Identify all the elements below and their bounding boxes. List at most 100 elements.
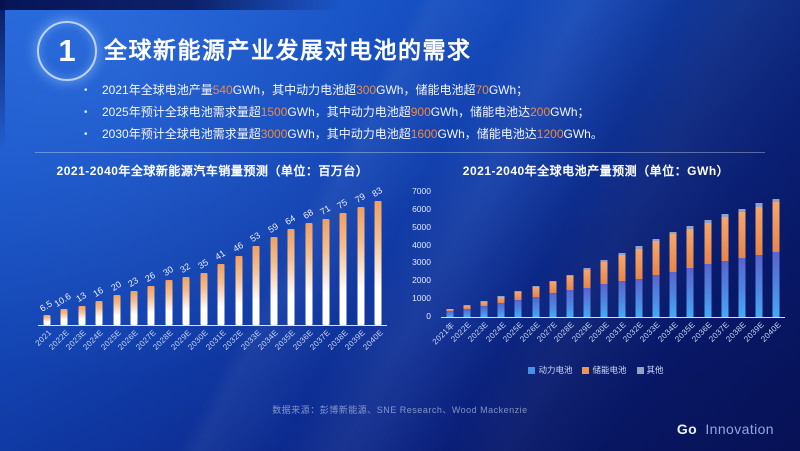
bar-column: 2039E (742, 192, 768, 344)
bar (130, 290, 138, 325)
bar-segment (721, 261, 729, 317)
bar-segment (532, 296, 540, 317)
bar-segment (600, 261, 608, 284)
battery-production-plot-wrap: 0 1000 2000 3000 4000 5000 6000 7000 2021年 2022E… (407, 186, 785, 346)
stacked-bar (721, 214, 729, 317)
bar (235, 256, 243, 325)
y-axis-tick-label: 3000 (412, 257, 431, 268)
bar (60, 309, 68, 325)
bar-value-label: 64 (283, 213, 298, 227)
slide-title: 全球新能源产业发展对电池的需求 (104, 37, 472, 63)
bar-value-label: 23 (126, 274, 141, 289)
bar-segment (583, 287, 591, 317)
bar-value-label: 16 (91, 285, 106, 299)
stacked-bar (600, 259, 608, 317)
highlight-value: 300 (356, 83, 377, 97)
footer-logo-go: Go (676, 421, 698, 437)
stacked-bar (514, 291, 522, 317)
bar-column: 2026E (518, 192, 544, 344)
highlight-value: 1200 (536, 127, 564, 141)
bar-segment (514, 299, 522, 317)
bar-column: 2025E (501, 192, 527, 344)
stacked-bar (549, 280, 557, 317)
bar-segment (549, 282, 557, 294)
ev-sales-plot: 6.5 2021 10.6 2022E 13 2023E 16 2024E 20 2025E 23 2… (33, 184, 387, 352)
bullet-text-run: GWh； (488, 83, 529, 97)
bar-column: 6.5 2021 (33, 187, 55, 348)
legend-item: 储能电池 (582, 364, 627, 376)
bar-segment (480, 306, 488, 317)
section-number-badge: 1 (37, 21, 97, 81)
bullet-marker: • (84, 85, 88, 96)
highlight-value: 3000 (260, 127, 288, 141)
bar (113, 295, 121, 325)
bar-value-label: 6.5 (37, 298, 54, 314)
bar-segment (618, 255, 626, 282)
bar (147, 286, 155, 325)
bar-segment (772, 251, 780, 317)
bar-value-label: 71 (318, 202, 333, 217)
legend: 动力电池 储能电池 其他 (407, 364, 785, 376)
legend-item: 其他 (636, 364, 664, 376)
highlight-value: 1600 (410, 127, 438, 141)
footer-logo: Go Innovation (677, 421, 774, 437)
bar-value-label: 83 (370, 184, 385, 199)
bar-value-label: 59 (265, 220, 280, 235)
bar-segment (583, 269, 591, 288)
bar-segment (772, 202, 780, 252)
bar-segment (635, 248, 643, 279)
bullet-text-run: 2030年预计全球电池需求量超 (102, 127, 261, 141)
bar-segment (532, 287, 540, 297)
bar-column: 79 2039E (343, 187, 369, 352)
legend-item: 动力电池 (528, 364, 572, 376)
battery-production-chart: 2021-2040年全球电池产量预测（单位：GWh） 0 1000 2000 3000… (407, 162, 785, 376)
bullet-marker: • (84, 107, 88, 118)
bar (252, 245, 260, 325)
y-axis-tick-label: 1000 (412, 293, 431, 304)
bar-column: 83 2040E (361, 184, 387, 352)
bullet-text: 2021年全球电池产量540GWh，其中动力电池超300GWh，储能电池超70G… (102, 83, 528, 98)
bar-column: 20 2025E (99, 187, 125, 352)
bar-column: 26 2027E (134, 187, 160, 352)
bar (182, 277, 190, 325)
bar-column: 2030E (587, 192, 613, 344)
bar-value-label: 53 (248, 229, 263, 244)
bar (270, 236, 278, 325)
bar-value-label: 79 (353, 190, 367, 205)
bar-value-label: 68 (300, 207, 315, 221)
bar-segment (721, 217, 729, 262)
bar-column: 2034E (656, 192, 682, 344)
data-source-note: 数据来源：彭博新能源、SNE Research、Wood Mackenzie (272, 405, 528, 415)
bullet-list: • 2021年全球电池产量540GWh，其中动力电池超300GWh，储能电池超70… (84, 83, 764, 149)
bar-segment (497, 302, 505, 317)
stacked-bar (738, 208, 746, 317)
bullet-text-run: GWh，其中动力电池超 (287, 127, 411, 141)
bar (95, 301, 103, 325)
bar-segment (566, 276, 574, 291)
stacked-bar (532, 286, 540, 317)
bar-column: 2037E (707, 192, 733, 344)
stacked-bar (755, 203, 763, 317)
battery-production-chart-title: 2021-2040年全球电池产量预测（单位：GWh） (462, 164, 730, 178)
stacked-bar (686, 225, 694, 317)
bar-segment (738, 257, 746, 317)
bar (305, 223, 313, 325)
bar-column: 2040E (759, 192, 785, 344)
bar-column: 10.6 2022E (47, 187, 73, 352)
section-number: 1 (58, 33, 76, 68)
bar-value-label: 10.6 (52, 291, 73, 309)
highlight-value: 200 (530, 105, 551, 119)
bar-column: 2035E (673, 192, 699, 344)
y-axis-tick-label: 2000 (412, 275, 431, 286)
bar-column: 2028E (553, 192, 578, 344)
bar (357, 206, 365, 325)
y-axis-tick-label: 0 (426, 311, 431, 321)
bar-column: 2029E (570, 192, 596, 344)
bar-value-label: 35 (196, 256, 210, 271)
highlight-value: 70 (475, 83, 489, 97)
legend-swatch (528, 366, 536, 374)
stacked-bar (566, 274, 574, 317)
bar-column: 2022E (449, 192, 475, 344)
stacked-bar (497, 296, 505, 317)
bar-segment (652, 275, 660, 317)
